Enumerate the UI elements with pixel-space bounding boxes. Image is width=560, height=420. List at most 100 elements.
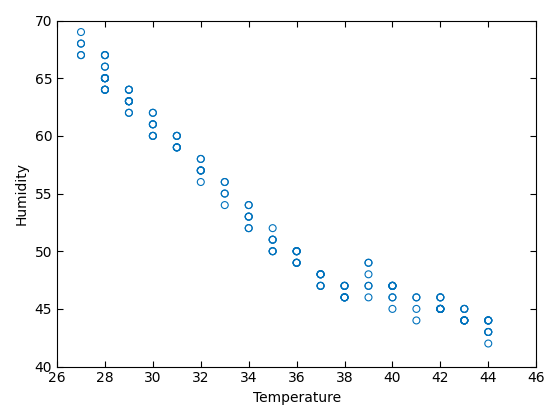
Point [460,317,469,324]
Point [436,305,445,312]
Point [148,110,157,116]
Point [364,260,373,266]
Point [484,328,493,335]
X-axis label: Temperature: Temperature [253,391,340,405]
Point [220,190,229,197]
Point [484,317,493,324]
Point [100,52,109,58]
Point [100,87,109,93]
Point [316,271,325,278]
Point [244,225,253,231]
Point [388,283,397,289]
Point [197,167,206,174]
Point [77,40,86,47]
Point [460,317,469,324]
Point [172,144,181,151]
Point [292,248,301,255]
Point [364,260,373,266]
Point [412,317,421,324]
Point [77,52,86,58]
Point [388,294,397,301]
Point [436,305,445,312]
Point [124,87,133,93]
Point [436,294,445,301]
Point [197,155,206,162]
Point [148,121,157,128]
Point [77,40,86,47]
Point [436,305,445,312]
Point [484,328,493,335]
Point [388,283,397,289]
Point [244,213,253,220]
Point [172,132,181,139]
Point [100,52,109,58]
Point [172,132,181,139]
Point [197,155,206,162]
Point [100,75,109,81]
Point [268,248,277,255]
Point [197,167,206,174]
Point [364,294,373,301]
Point [340,283,349,289]
Point [124,98,133,105]
Point [436,294,445,301]
Point [197,167,206,174]
Point [388,283,397,289]
Point [172,132,181,139]
Point [388,294,397,301]
Point [460,305,469,312]
Point [268,248,277,255]
Point [292,248,301,255]
Point [292,248,301,255]
Point [340,294,349,301]
Point [220,178,229,185]
Point [172,144,181,151]
Point [484,317,493,324]
Point [292,248,301,255]
Point [484,328,493,335]
Point [100,75,109,81]
Point [124,98,133,105]
Point [124,98,133,105]
Point [100,75,109,81]
Point [244,202,253,208]
Point [124,110,133,116]
Point [460,317,469,324]
Point [100,87,109,93]
Y-axis label: Humidity: Humidity [15,162,29,225]
Point [316,271,325,278]
Point [388,283,397,289]
Point [100,75,109,81]
Point [340,294,349,301]
Point [148,132,157,139]
Point [364,271,373,278]
Point [292,260,301,266]
Point [388,283,397,289]
Point [100,52,109,58]
Point [316,271,325,278]
Point [460,317,469,324]
Point [77,52,86,58]
Point [268,236,277,243]
Point [460,305,469,312]
Point [172,144,181,151]
Point [100,63,109,70]
Point [77,29,86,35]
Point [436,305,445,312]
Point [436,305,445,312]
Point [268,236,277,243]
Point [436,305,445,312]
Point [412,305,421,312]
Point [316,271,325,278]
Point [436,305,445,312]
Point [244,225,253,231]
Point [244,213,253,220]
Point [148,132,157,139]
Point [100,75,109,81]
Point [148,121,157,128]
Point [268,236,277,243]
Point [197,178,206,185]
Point [316,271,325,278]
Point [460,317,469,324]
Point [436,305,445,312]
